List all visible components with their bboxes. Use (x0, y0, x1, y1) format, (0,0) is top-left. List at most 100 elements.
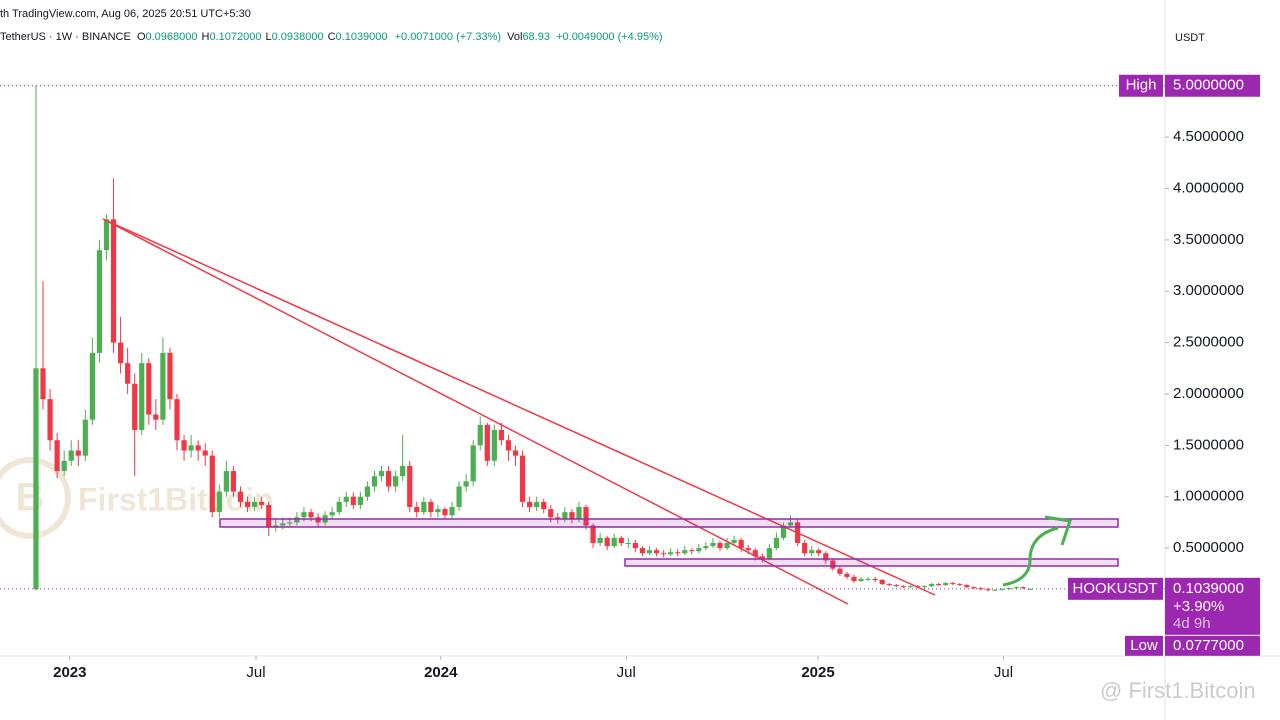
svg-text:B: B (16, 476, 45, 520)
candle-body (96, 250, 103, 353)
candle-body (421, 501, 427, 513)
candle-body (463, 481, 469, 487)
x-tick-label: 2024 (424, 664, 458, 681)
candle-body (527, 501, 533, 508)
candle-body (125, 363, 131, 384)
x-tick-label: 2025 (801, 664, 834, 681)
ohlc-value: 0.1072000 (209, 31, 262, 43)
candle-body (809, 550, 815, 554)
candle-body (357, 496, 363, 505)
candle-body (315, 517, 321, 523)
candle-body (230, 471, 237, 492)
candle-body (371, 476, 378, 487)
candle-body (541, 501, 547, 510)
y-tick-label: 1.0000000 (1173, 488, 1244, 505)
candle-body (308, 512, 314, 518)
candle-body (752, 550, 758, 557)
candle-body (576, 507, 582, 520)
candle-body (82, 419, 88, 456)
candle-body (830, 560, 836, 569)
source: th TradingView.com, Aug 06, 2025 20:51 U… (0, 8, 251, 20)
low-name: Low (1130, 637, 1158, 654)
low-value: 0.0777000 (1173, 637, 1244, 654)
candle-body (858, 578, 864, 581)
candle-body (393, 476, 399, 487)
candle-body (893, 585, 899, 587)
candle-body (251, 501, 258, 508)
candle-body (343, 496, 349, 502)
candle-body (132, 383, 138, 430)
high-value: 5.0000000 (1173, 77, 1244, 94)
candle-body (759, 556, 765, 559)
candle-body (160, 352, 166, 420)
candle-body (851, 576, 857, 581)
y-tick-label: 4.5000000 (1173, 128, 1244, 145)
candle-body (301, 512, 307, 518)
candle-body (329, 512, 335, 516)
candle-body (139, 363, 145, 430)
candle-body (766, 548, 772, 559)
candle-body (710, 542, 716, 547)
candle-body (385, 471, 392, 487)
drawings (102, 218, 1119, 605)
candle-body (428, 501, 434, 513)
candle-body (470, 445, 476, 482)
candle-body (936, 584, 942, 586)
candle-body (675, 552, 681, 554)
ohlc-value: 0.0938000 (271, 31, 324, 43)
candle-body (907, 586, 914, 588)
last-value: 0.1039000 (1173, 580, 1244, 597)
candle-body (900, 586, 906, 588)
candle-body (597, 537, 603, 543)
candle-body (378, 471, 385, 477)
candle-body (491, 429, 497, 461)
candle-body (477, 424, 483, 446)
candle-body (484, 424, 490, 461)
candle-body (117, 342, 124, 364)
candle-body (68, 450, 74, 461)
ohlc-label: H (201, 31, 210, 43)
candle-body (280, 523, 286, 526)
plot (33, 85, 1033, 592)
candle-body (336, 501, 342, 513)
candle-body (266, 504, 272, 528)
x-tick-label: 2023 (53, 664, 86, 681)
y-tick-label: 0.5000000 (1173, 539, 1244, 556)
candle-body (146, 363, 152, 415)
candle-body (562, 512, 568, 520)
high-tag (1119, 74, 1163, 97)
candle-body (682, 550, 688, 554)
candle-body (569, 512, 575, 520)
ticker: HOOKUSDT (1072, 580, 1157, 597)
vol-change: +0.0049000 (+4.95%) (556, 31, 663, 43)
y-tick-label: 1.5000000 (1173, 436, 1244, 453)
candle-body (244, 501, 251, 508)
candle-body (950, 583, 956, 585)
candle-body (773, 537, 780, 549)
change: +0.0071000 (+7.33%) (394, 31, 502, 43)
candle-body (879, 579, 885, 585)
ohlc-label: O (136, 31, 146, 43)
candle-body (816, 550, 822, 554)
candle-body (738, 539, 744, 549)
candle-body (696, 548, 702, 552)
ohlc-label: C (327, 31, 336, 43)
candle-body (174, 399, 180, 441)
candle-body (717, 542, 723, 549)
candle-body (780, 525, 787, 538)
candle-body (618, 537, 624, 543)
candle-body (639, 548, 646, 554)
vol-label: Vol (507, 31, 523, 43)
candle-body (646, 550, 653, 554)
candle-body (957, 584, 963, 586)
candle-body (407, 465, 413, 508)
candle-body (1006, 588, 1012, 590)
candle-body (886, 584, 892, 586)
candle-body (971, 587, 977, 589)
candle-body (872, 578, 878, 580)
candle-body (364, 486, 371, 497)
candle-body (928, 584, 935, 587)
candle-body (505, 440, 512, 451)
candle-body (519, 455, 526, 502)
candle-body (964, 585, 970, 588)
